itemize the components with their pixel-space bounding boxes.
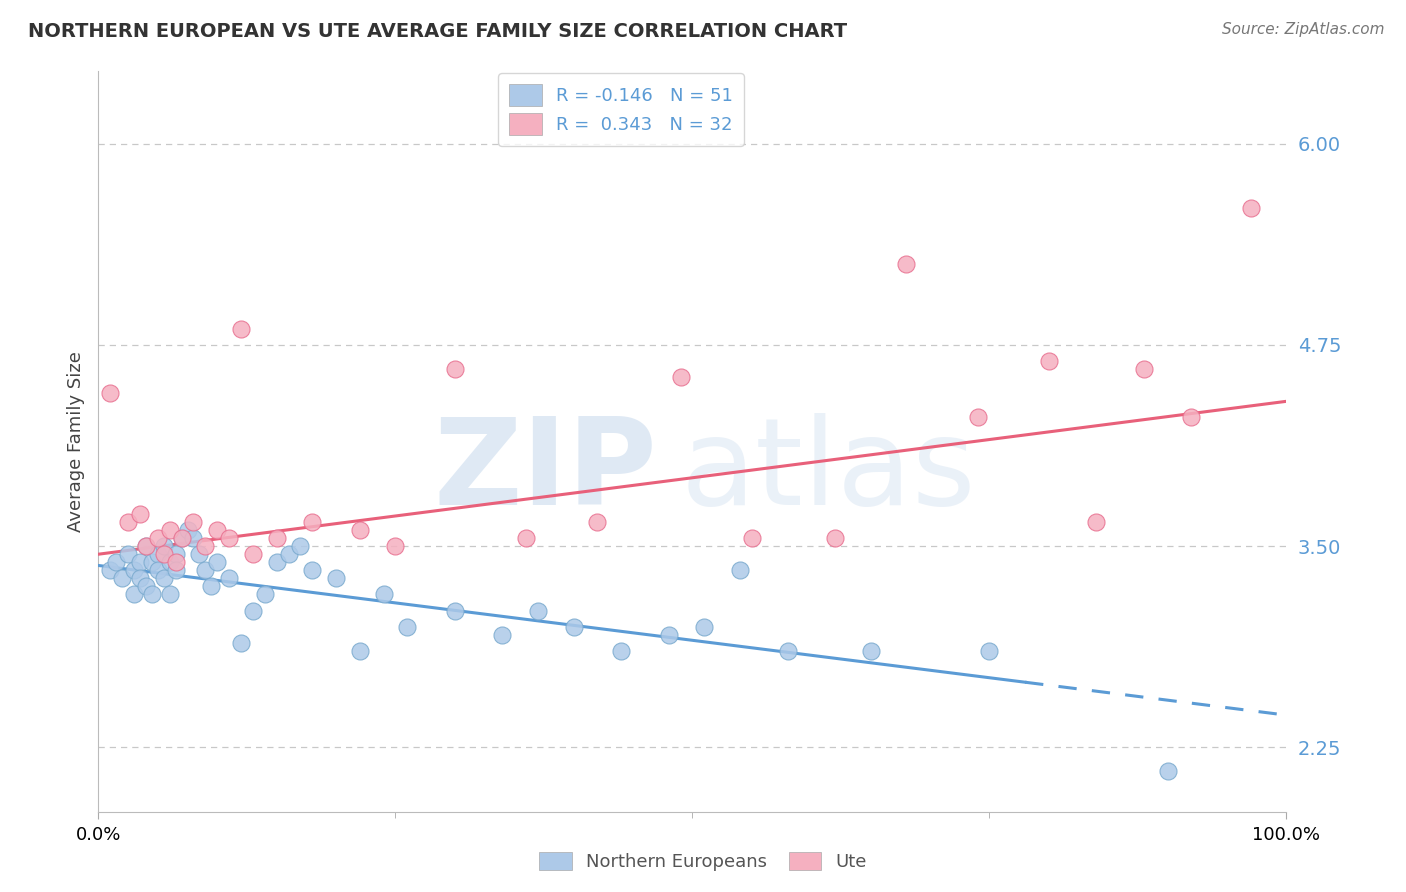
Point — [152, 547, 174, 561]
Point — [277, 547, 299, 561]
Point — [979, 644, 1001, 658]
Point — [159, 587, 181, 601]
Point — [122, 563, 145, 577]
Point — [159, 523, 181, 537]
Point — [183, 515, 205, 529]
Point — [200, 579, 222, 593]
Point — [515, 531, 537, 545]
Point — [129, 507, 152, 521]
Legend: Northern Europeans, Ute: Northern Europeans, Ute — [531, 845, 875, 879]
Point — [658, 628, 681, 642]
Point — [301, 515, 323, 529]
Point — [152, 539, 174, 553]
Point — [741, 531, 763, 545]
Text: atlas: atlas — [681, 413, 976, 530]
Point — [183, 531, 205, 545]
Point — [373, 587, 395, 601]
Point — [444, 603, 467, 617]
Point — [135, 579, 157, 593]
Point — [165, 563, 187, 577]
Point — [117, 515, 139, 529]
Point — [859, 644, 882, 658]
Text: Source: ZipAtlas.com: Source: ZipAtlas.com — [1222, 22, 1385, 37]
Text: NORTHERN EUROPEAN VS UTE AVERAGE FAMILY SIZE CORRELATION CHART: NORTHERN EUROPEAN VS UTE AVERAGE FAMILY … — [28, 22, 848, 41]
Point — [266, 555, 288, 569]
Point — [396, 619, 419, 633]
Point — [146, 563, 169, 577]
Point — [1038, 354, 1060, 368]
Point — [253, 587, 276, 601]
Point — [141, 587, 163, 601]
Point — [1156, 764, 1178, 779]
Point — [159, 555, 181, 569]
Point — [491, 628, 513, 642]
Point — [776, 644, 799, 658]
Point — [242, 603, 264, 617]
Point — [229, 636, 252, 650]
Point — [165, 547, 187, 561]
Point — [129, 555, 152, 569]
Point — [444, 362, 467, 376]
Point — [135, 539, 157, 553]
Point — [170, 531, 193, 545]
Point — [146, 547, 169, 561]
Point — [229, 322, 252, 336]
Point — [152, 571, 174, 585]
Point — [242, 547, 264, 561]
Point — [1133, 362, 1156, 376]
Point — [188, 547, 211, 561]
Point — [98, 563, 121, 577]
Point — [1180, 410, 1202, 425]
Point — [527, 603, 550, 617]
Point — [1240, 201, 1263, 215]
Point — [966, 410, 988, 425]
Point — [384, 539, 406, 553]
Point — [176, 523, 198, 537]
Point — [207, 555, 229, 569]
Point — [194, 563, 217, 577]
Y-axis label: Average Family Size: Average Family Size — [66, 351, 84, 532]
Point — [135, 539, 157, 553]
Point — [194, 539, 217, 553]
Point — [105, 555, 128, 569]
Point — [562, 619, 585, 633]
Point — [824, 531, 846, 545]
Point — [896, 258, 918, 272]
Point — [207, 523, 229, 537]
Point — [728, 563, 751, 577]
Point — [117, 547, 139, 561]
Point — [669, 370, 692, 384]
Point — [165, 555, 187, 569]
Point — [266, 531, 288, 545]
Text: ZIP: ZIP — [433, 413, 657, 530]
Point — [218, 571, 240, 585]
Point — [1085, 515, 1108, 529]
Point — [129, 571, 152, 585]
Point — [349, 523, 371, 537]
Point — [301, 563, 323, 577]
Point — [111, 571, 134, 585]
Point — [290, 539, 312, 553]
Point — [693, 619, 716, 633]
Point — [610, 644, 633, 658]
Point — [586, 515, 609, 529]
Point — [170, 531, 193, 545]
Legend: R = -0.146   N = 51, R =  0.343   N = 32: R = -0.146 N = 51, R = 0.343 N = 32 — [499, 73, 744, 146]
Point — [146, 531, 169, 545]
Point — [122, 587, 145, 601]
Point — [98, 386, 121, 401]
Point — [325, 571, 347, 585]
Point — [141, 555, 163, 569]
Point — [218, 531, 240, 545]
Point — [349, 644, 371, 658]
